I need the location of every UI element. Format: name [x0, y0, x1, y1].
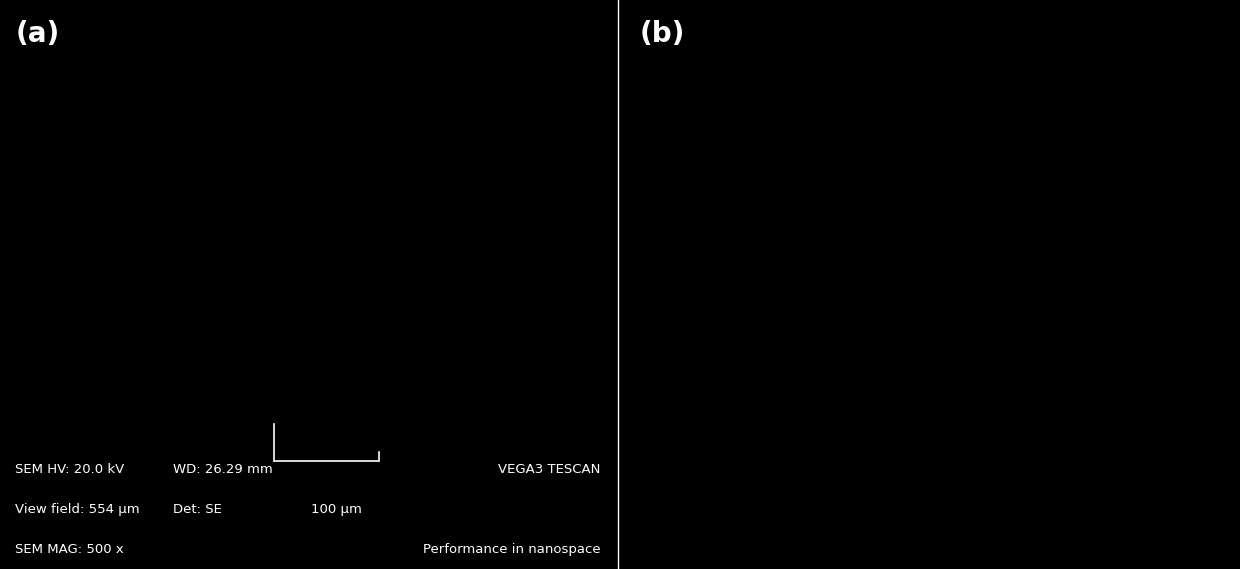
Text: (b): (b) [639, 20, 684, 48]
Text: (a): (a) [15, 20, 60, 48]
Text: WD: 26.29 mm: WD: 26.29 mm [172, 463, 273, 476]
Text: VEGA3 TESCAN: VEGA3 TESCAN [498, 463, 601, 476]
Text: Det: SE: Det: SE [172, 503, 222, 516]
Text: Performance in nanospace: Performance in nanospace [423, 543, 601, 555]
Text: SEM MAG: 500 x: SEM MAG: 500 x [15, 543, 124, 555]
Text: SEM HV: 20.0 kV: SEM HV: 20.0 kV [15, 463, 125, 476]
Text: View field: 554 μm: View field: 554 μm [15, 503, 140, 516]
Text: 100 μm: 100 μm [311, 503, 362, 516]
